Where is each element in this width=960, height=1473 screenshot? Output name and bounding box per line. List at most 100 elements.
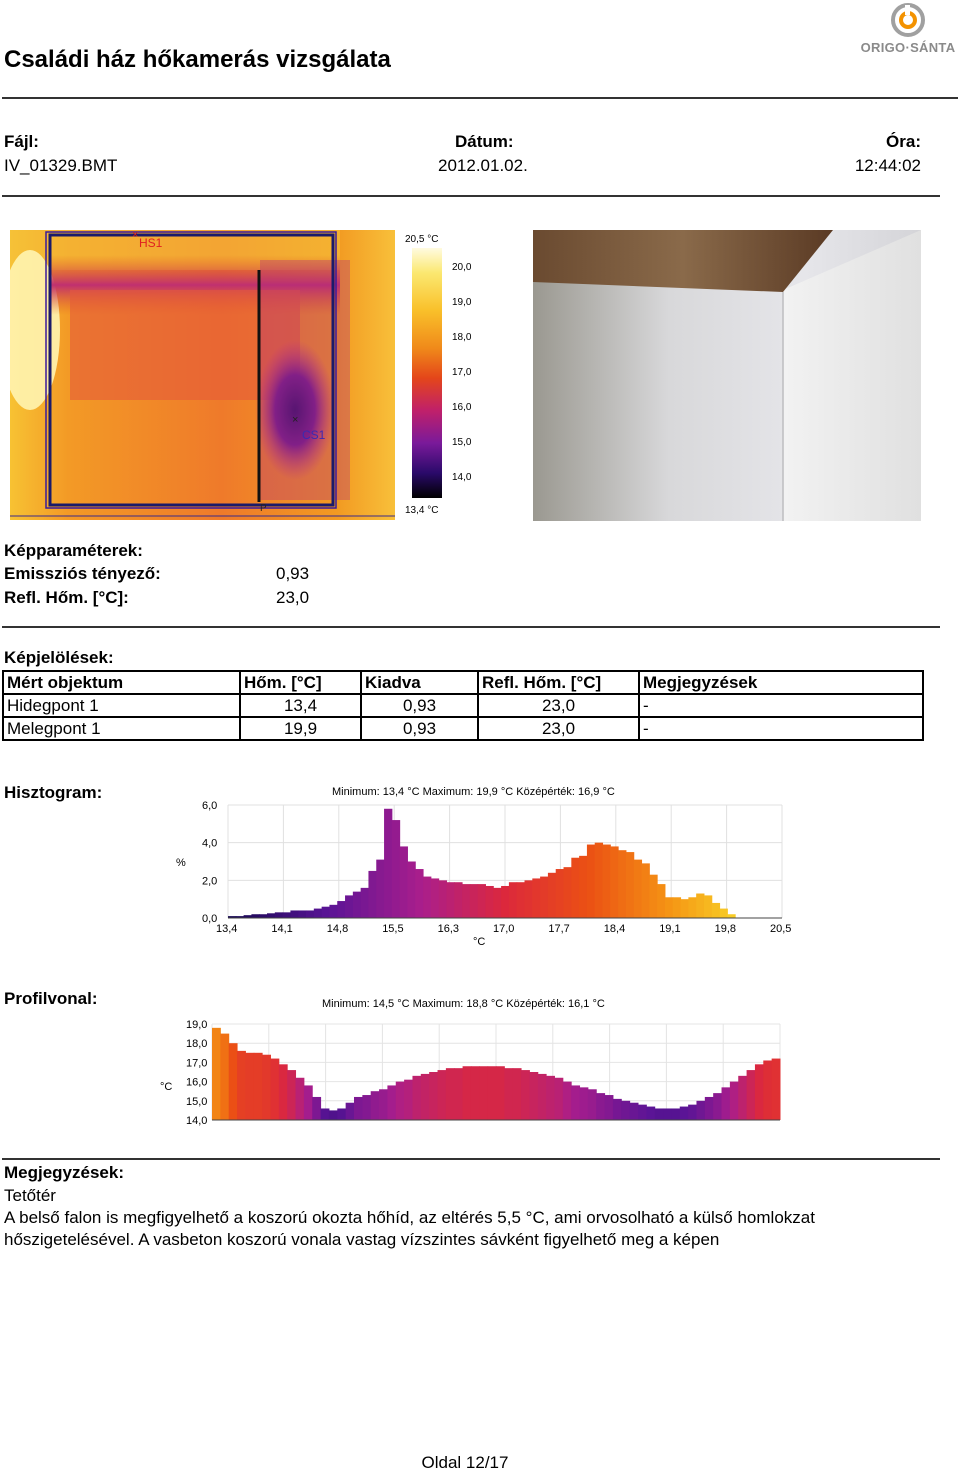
profile-line-marker: P (260, 503, 267, 514)
y-tick-label: 2,0 (202, 875, 217, 887)
scale-tick-label: 16,0 (452, 402, 472, 413)
profile-bar (404, 1079, 413, 1120)
profile-bar (212, 1027, 221, 1120)
histogram-bar (703, 895, 713, 918)
profile-svg: Minimum: 14,5 °C Maximum: 18,8 °C Középé… (160, 998, 781, 1127)
profile-bar (629, 1102, 639, 1120)
profile-bar (320, 1108, 330, 1120)
histogram-bar (282, 912, 291, 918)
histogram-bar (524, 880, 533, 918)
histogram-bar (438, 880, 447, 918)
profile-bar (713, 1093, 723, 1120)
histogram-bar (345, 895, 354, 918)
profile-bar (420, 1073, 430, 1120)
x-tick-label: 20,5 (770, 923, 791, 935)
cell-notes: - (638, 716, 924, 741)
histogram-bar (360, 887, 369, 918)
profile-bar (704, 1096, 714, 1120)
profile-bar (754, 1064, 764, 1120)
profile-bar (412, 1075, 422, 1120)
histogram-bar (532, 878, 541, 918)
profile-bar (303, 1085, 313, 1120)
cell-refl-temp: 23,0 (477, 716, 640, 741)
scale-tick-label: 14,0 (452, 472, 472, 483)
svg-text:×: × (292, 414, 298, 426)
profile-chart: Minimum: 14,5 °C Maximum: 18,8 °C Középé… (150, 990, 800, 1130)
profile-bar (663, 1108, 672, 1120)
x-tick-label: 14,8 (327, 923, 348, 935)
histogram-bar (384, 808, 393, 918)
cell-emissivity: 0,93 (360, 716, 479, 741)
col-header-temp: Hőm. [°C] (239, 670, 362, 695)
visual-photo (533, 230, 921, 521)
profile-bar (245, 1052, 255, 1120)
histogram-bar (399, 846, 408, 918)
histogram-chart: Minimum: 13,4 °C Maximum: 19,9 °C Középé… (160, 780, 800, 950)
x-tick-label: 16,3 (438, 923, 459, 935)
cell-object: Hidegpont 1 (2, 693, 241, 718)
y-tick-label: 0,0 (202, 913, 217, 925)
x-tick-label: 13,4 (216, 923, 237, 935)
histogram-bar (563, 867, 572, 918)
profile-bar (596, 1093, 606, 1120)
histogram-bar (516, 882, 526, 918)
profile-bar (562, 1081, 572, 1120)
scale-tick-label: 15,0 (452, 437, 472, 448)
profile-bar (228, 1043, 238, 1120)
histogram-bar (243, 915, 252, 918)
temperature-scale: 20,5 °C 20,0 19,0 18,0 17,0 16,0 15,0 14,0 13,… (402, 230, 492, 522)
scale-tick-label: 18,0 (452, 332, 472, 343)
histogram-bar (555, 869, 565, 918)
profile-heading: Profilvonal: (4, 989, 98, 1008)
profile-bar (328, 1110, 338, 1120)
hs1-marker: HS1 (139, 236, 163, 250)
fileinfo-divider (2, 195, 940, 197)
scale-tick-label: 20,0 (452, 262, 472, 273)
profile-bar (729, 1081, 739, 1120)
profile-bar (646, 1106, 656, 1120)
time-label: Óra: (886, 132, 921, 151)
notes-divider (2, 1158, 940, 1160)
histogram-bar (469, 884, 479, 918)
file-label: Fájl: (4, 132, 39, 151)
marks-header-row: Mért objektum Hőm. [°C] Kiadva Refl. Hőm… (2, 670, 924, 695)
col-header-emissivity: Kiadva (360, 670, 479, 695)
histogram-bar (415, 869, 424, 918)
logo-text: ORIGO·SÁNTA (860, 40, 956, 55)
histogram-bar (547, 872, 557, 918)
cell-object: Melegpont 1 (2, 716, 241, 741)
profile-bar (437, 1070, 447, 1120)
marks-table: Mért objektum Hőm. [°C] Kiadva Refl. Hőm… (2, 670, 924, 741)
histogram-bar (298, 910, 307, 918)
histogram-bar (321, 906, 330, 918)
y-tick-label: 16,0 (186, 1077, 207, 1089)
notes-line-3: hőszigetelésével. A vasbeton koszorú von… (4, 1230, 720, 1249)
scale-gradient (412, 248, 442, 498)
histogram-bar (540, 876, 549, 918)
params-heading: Képparaméterek: (4, 541, 143, 560)
profile-bar (679, 1106, 689, 1120)
histogram-bar (329, 904, 338, 918)
histogram-bar (228, 916, 237, 918)
histogram-bar (352, 891, 362, 918)
histogram-bar (337, 901, 346, 918)
x-tick-label: 17,0 (493, 923, 514, 935)
histogram-bar (688, 897, 697, 918)
profile-bar (696, 1100, 706, 1120)
cell-emissivity: 0,93 (360, 693, 479, 718)
thermal-image: × × HS1 CS1 P (0, 229, 395, 520)
emissivity-value: 0,93 (276, 564, 310, 583)
file-value: IV_01329.BMT (4, 156, 118, 175)
scale-tick-label: 19,0 (452, 297, 472, 308)
profile-bar (496, 1066, 505, 1120)
profile-bar (370, 1091, 380, 1120)
profile-bar (387, 1085, 397, 1120)
y-tick-label: 4,0 (202, 838, 217, 850)
histogram-bar (579, 855, 588, 918)
refl-temp-label: Refl. Hőm. [°C]: (4, 588, 129, 607)
profile-bar (546, 1075, 555, 1120)
histogram-bar (391, 820, 401, 918)
histogram-bar (594, 842, 604, 918)
scale-min-label: 13,4 °C (405, 505, 439, 516)
svg-text:×: × (132, 230, 138, 241)
